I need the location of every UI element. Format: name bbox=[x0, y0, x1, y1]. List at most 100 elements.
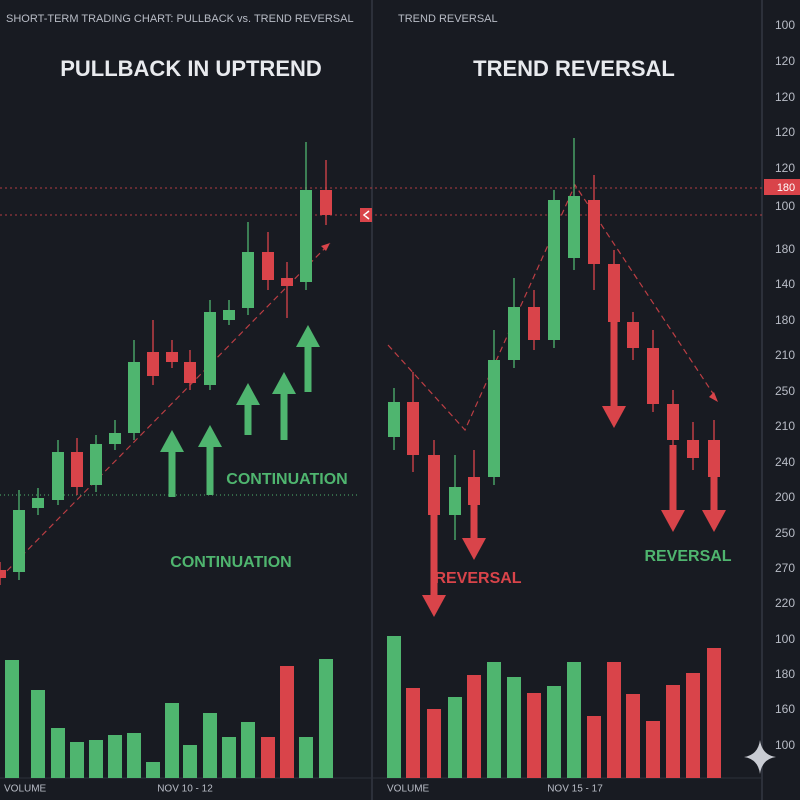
arrow-head bbox=[709, 392, 718, 402]
footer-label: NOV 10 - 12 bbox=[157, 784, 213, 795]
sparkle-icon bbox=[744, 740, 776, 774]
candle-body bbox=[166, 352, 178, 362]
candle-body bbox=[388, 402, 400, 437]
price-badge-bg bbox=[764, 179, 800, 195]
axis-label: 160 bbox=[775, 702, 795, 716]
annotation: REVERSAL bbox=[434, 570, 521, 587]
volume-bar bbox=[607, 662, 621, 778]
axis-label: 120 bbox=[775, 54, 795, 68]
volume-bar bbox=[587, 716, 601, 778]
candle-body bbox=[508, 307, 520, 360]
volume-bar bbox=[89, 740, 103, 778]
volume-bar bbox=[319, 659, 333, 778]
axis-label: 100 bbox=[775, 199, 795, 213]
candle-body bbox=[548, 200, 560, 340]
arrow-head bbox=[321, 243, 330, 251]
arrow-head bbox=[236, 383, 260, 405]
footer-label: VOLUME bbox=[4, 784, 47, 795]
volume-bar bbox=[487, 662, 501, 778]
arrow-shaft bbox=[244, 405, 252, 435]
header-right: TREND REVERSAL bbox=[398, 13, 498, 25]
volume-bar bbox=[387, 636, 401, 778]
volume-bar bbox=[448, 697, 462, 778]
axis-label: 120 bbox=[775, 125, 795, 139]
axis-label: 250 bbox=[775, 526, 795, 540]
volume-bar bbox=[70, 742, 84, 778]
volume-bar bbox=[467, 675, 481, 778]
volume-bar bbox=[241, 722, 255, 778]
axis-label: 210 bbox=[775, 419, 795, 433]
volume-bar bbox=[5, 660, 19, 778]
candle-body bbox=[488, 360, 500, 477]
arrow-shaft bbox=[304, 347, 312, 392]
price-badge: 180 bbox=[777, 182, 795, 194]
footer-label: VOLUME bbox=[387, 784, 430, 795]
candle-body bbox=[300, 190, 312, 282]
candle-body bbox=[52, 452, 64, 500]
volume-bar bbox=[666, 685, 680, 778]
candle-body bbox=[128, 362, 140, 433]
header-left: SHORT-TERM TRADING CHART: PULLBACK vs. T… bbox=[6, 13, 354, 25]
arrow-shaft bbox=[280, 394, 288, 440]
candle-body bbox=[428, 455, 440, 515]
volume-bar bbox=[261, 737, 275, 778]
candle-body bbox=[13, 510, 25, 572]
candle-body bbox=[242, 252, 254, 308]
axis-label: 200 bbox=[775, 490, 795, 504]
volume-bar bbox=[203, 713, 217, 778]
axis-label: 180 bbox=[775, 313, 795, 327]
candle-body bbox=[71, 452, 83, 487]
axis-label: 270 bbox=[775, 561, 795, 575]
volume-bar bbox=[646, 721, 660, 778]
arrow-head bbox=[462, 538, 486, 560]
volume-bar bbox=[51, 728, 65, 778]
volume-bar bbox=[427, 709, 441, 778]
axis-label: 100 bbox=[775, 738, 795, 752]
arrow-head bbox=[296, 325, 320, 347]
panel-title: PULLBACK IN UPTREND bbox=[60, 56, 322, 81]
volume-bar bbox=[626, 694, 640, 778]
arrow-head bbox=[272, 372, 296, 394]
arrow-shaft bbox=[206, 447, 214, 495]
arrow-head bbox=[702, 510, 726, 532]
candle-body bbox=[687, 440, 699, 458]
candle-body bbox=[204, 312, 216, 385]
arrow-head bbox=[661, 510, 685, 532]
candle-body bbox=[0, 570, 6, 578]
candle-body bbox=[407, 402, 419, 455]
arrow-head bbox=[160, 430, 184, 452]
axis-label: 210 bbox=[775, 348, 795, 362]
arrow-head bbox=[602, 406, 626, 428]
candle-body bbox=[667, 404, 679, 440]
candle-body bbox=[109, 433, 121, 444]
footer-label: NOV 15 - 17 bbox=[547, 784, 603, 795]
candle-body bbox=[32, 498, 44, 508]
arrow-head bbox=[198, 425, 222, 447]
axis-label: 100 bbox=[775, 18, 795, 32]
trend-line bbox=[387, 183, 717, 432]
candle-body bbox=[468, 477, 480, 505]
candle-body bbox=[223, 310, 235, 320]
axis-label: 250 bbox=[775, 384, 795, 398]
axis-label: 100 bbox=[775, 632, 795, 646]
arrow-head bbox=[422, 595, 446, 617]
volume-bar bbox=[280, 666, 294, 778]
volume-bar bbox=[108, 735, 122, 778]
axis-label: 180 bbox=[775, 242, 795, 256]
candle-body bbox=[627, 322, 639, 348]
annotation: CONTINUATION bbox=[170, 554, 291, 571]
candle-body bbox=[320, 190, 332, 215]
candle-body bbox=[262, 252, 274, 280]
candle-body bbox=[588, 200, 600, 264]
candle-body bbox=[281, 278, 293, 286]
volume-bar bbox=[527, 693, 541, 778]
annotation: REVERSAL bbox=[644, 548, 731, 565]
trend-line bbox=[0, 242, 331, 579]
annotation: CONTINUATION bbox=[226, 471, 347, 488]
candle-body bbox=[528, 307, 540, 340]
panel-title: TREND REVERSAL bbox=[473, 56, 675, 81]
candle-body bbox=[90, 444, 102, 485]
volume-bar bbox=[406, 688, 420, 778]
volume-bar bbox=[146, 762, 160, 778]
